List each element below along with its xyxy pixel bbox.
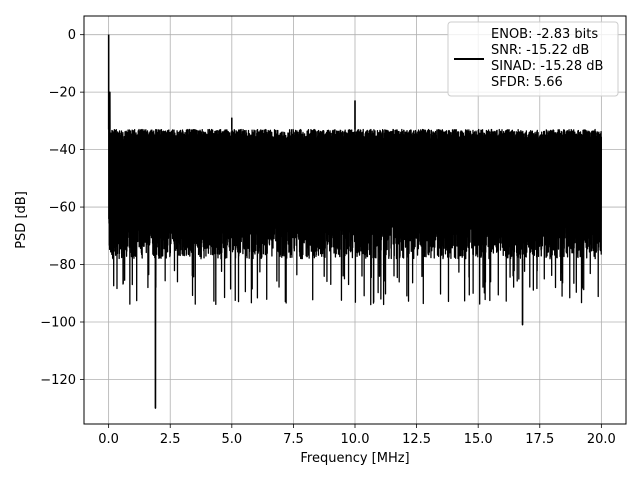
x-tick-label: 20.0: [587, 432, 616, 447]
y-tick-label: −20: [49, 86, 76, 101]
y-tick-label: 0: [68, 28, 76, 43]
x-tick-label: 0.0: [98, 432, 119, 447]
legend-box: [447, 21, 619, 97]
x-tick-label: 17.5: [525, 432, 554, 447]
legend-sfdr: SFDR: 5.66: [491, 75, 563, 90]
legend-enob: ENOB: -2.83 bits: [491, 27, 598, 42]
y-tick-label: −80: [49, 258, 76, 273]
y-tick-label: −60: [49, 201, 76, 216]
x-axis-label: Frequency [MHz]: [300, 451, 409, 466]
x-tick-label: 2.5: [160, 432, 181, 447]
psd-series: [107, 34, 603, 409]
legend-sinad: SINAD: -15.28 dB: [491, 59, 603, 74]
legend: ENOB: -2.83 bits SNR: -15.22 dB SINAD: -…: [447, 21, 619, 97]
psd-line: [107, 34, 603, 409]
y-tick-label: −100: [40, 316, 76, 331]
x-tick-label: 5.0: [221, 432, 242, 447]
y-tick-label: −120: [40, 373, 76, 388]
x-tick-label: 7.5: [283, 432, 304, 447]
axis-ticks: 0.0 2.5 5.0 7.5 10.0 12.5 15.0 17.5 20.0 0 −20 −40 −…: [40, 28, 616, 447]
x-tick-label: 15.0: [464, 432, 493, 447]
x-tick-label: 12.5: [402, 432, 431, 447]
y-axis-label: PSD [dB]: [14, 191, 29, 249]
x-tick-label: 10.0: [341, 432, 370, 447]
plot-frame: [83, 15, 627, 425]
legend-snr: SNR: -15.22 dB: [491, 43, 589, 58]
y-tick-label: −40: [49, 143, 76, 158]
